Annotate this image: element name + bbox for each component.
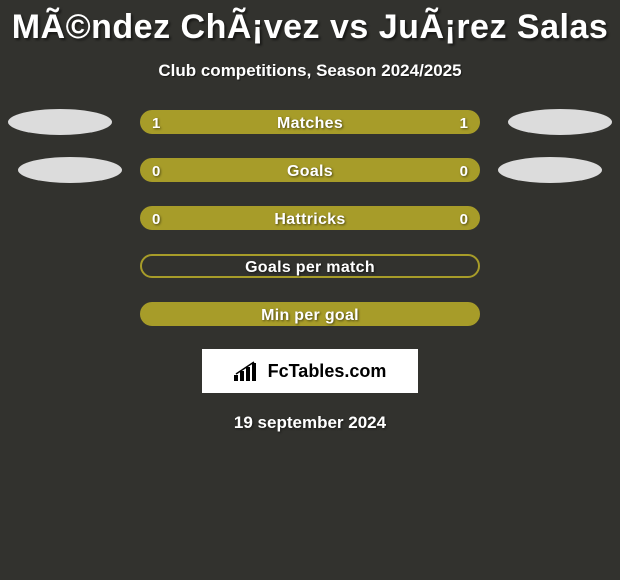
logo-text: FcTables.com [268,361,387,382]
stat-label: Matches [142,112,478,132]
stat-row: Min per goal [0,301,620,327]
player-left-marker [8,109,112,135]
stat-row: Goals per match [0,253,620,279]
stat-row: 0Goals0 [0,157,620,183]
stat-rows: 1Matches10Goals00Hattricks0Goals per mat… [0,109,620,327]
stat-label: Goals per match [142,256,478,276]
page-subtitle: Club competitions, Season 2024/2025 [0,61,620,81]
stat-bar: 0Goals0 [140,158,480,182]
date-label: 19 september 2024 [0,413,620,433]
player-left-marker [18,157,122,183]
stat-row: 0Hattricks0 [0,205,620,231]
stat-label: Goals [142,160,478,180]
stat-value-right: 0 [460,160,468,184]
comparison-infographic: MÃ©ndez ChÃ¡vez vs JuÃ¡rez Salas Club co… [0,0,620,580]
stat-row: 1Matches1 [0,109,620,135]
stat-bar: 0Hattricks0 [140,206,480,230]
stat-value-right: 0 [460,208,468,232]
stat-bar: Min per goal [140,302,480,326]
bars-icon [234,361,262,381]
stat-bar: Goals per match [140,254,480,278]
player-right-marker [508,109,612,135]
source-logo: FcTables.com [202,349,418,393]
stat-bar: 1Matches1 [140,110,480,134]
stat-value-right: 1 [460,112,468,136]
page-title: MÃ©ndez ChÃ¡vez vs JuÃ¡rez Salas [0,0,620,47]
stat-label: Hattricks [142,208,478,228]
player-right-marker [498,157,602,183]
stat-label: Min per goal [142,304,478,324]
